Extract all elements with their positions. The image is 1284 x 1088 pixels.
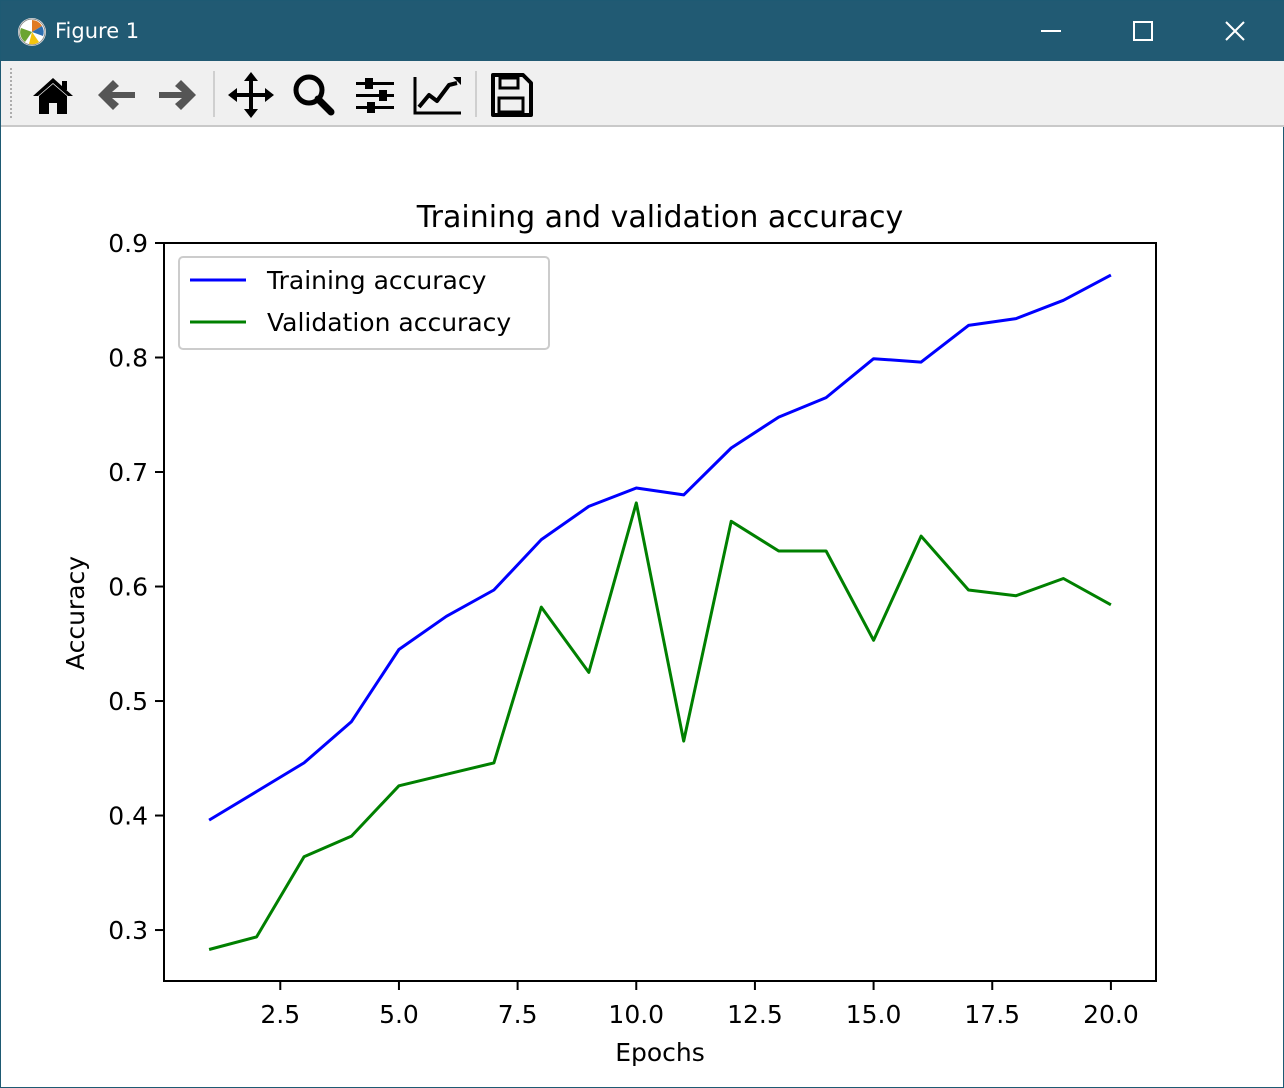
x-tick-label: 12.5 [727,1000,783,1029]
legend-label-validation: Validation accuracy [267,308,511,337]
legend-label-training: Training accuracy [266,266,487,295]
x-tick-label: 5.0 [379,1000,419,1029]
home-button[interactable] [27,69,79,121]
x-tick-label: 2.5 [260,1000,300,1029]
save-icon [491,73,533,117]
legend: Training accuracy Validation accuracy [178,256,550,350]
window-title: Figure 1 [55,19,140,43]
chart-title: Training and validation accuracy [416,200,903,235]
close-button[interactable] [1189,1,1281,61]
configure-subplots-button[interactable] [349,69,401,121]
y-axis-ticks: 0.3 0.4 0.5 0.6 0.7 0.8 0.9 [108,229,164,945]
pan-icon [228,72,274,118]
edit-axis-icon [413,77,461,115]
maximize-button[interactable] [1097,1,1189,61]
validation-accuracy-line [208,501,1112,951]
navigation-toolbar [1,61,1284,127]
y-tick-label: 0.5 [108,687,148,716]
y-tick-label: 0.9 [108,229,148,258]
x-axis-ticks: 2.5 5.0 7.5 10.0 12.5 15.0 17.5 20.0 [260,981,1139,1029]
back-arrow-icon [98,80,135,110]
save-button[interactable] [485,69,537,121]
y-tick-label: 0.6 [108,573,148,602]
toolbar-separator [475,71,477,117]
x-axis-label: Epochs [615,1038,705,1067]
toolbar-separator [213,71,215,117]
x-tick-label: 17.5 [964,1000,1020,1029]
back-button[interactable] [91,69,143,121]
minimize-button[interactable] [1005,1,1097,61]
training-accuracy-line [208,273,1112,822]
zoom-button[interactable] [287,69,339,121]
y-tick-label: 0.8 [108,344,148,373]
legend-box [178,256,550,350]
accuracy-chart: Training and validation accuracy 2.5 5.0 7… [61,200,1157,1067]
forward-arrow-icon [159,80,196,110]
forward-button[interactable] [151,69,203,121]
configure-subplots-icon [356,78,394,113]
series-lines [208,273,1112,951]
home-icon [33,78,73,114]
plot-area-frame [163,242,1157,982]
matplotlib-logo-icon [18,18,46,46]
zoom-icon [293,74,335,116]
title-bar[interactable]: Figure 1 [1,1,1284,61]
y-axis-label: Accuracy [61,556,90,670]
x-tick-label: 20.0 [1083,1000,1139,1029]
figure-canvas[interactable]: Training and validation accuracy 2.5 5.0 7… [3,129,1283,1087]
y-tick-label: 0.3 [108,916,148,945]
edit-axis-button[interactable] [411,69,463,121]
x-tick-label: 15.0 [846,1000,902,1029]
pan-button[interactable] [225,69,277,121]
minimize-icon [1041,30,1061,32]
toolbar-grip[interactable] [9,67,13,119]
maximize-icon [1133,21,1153,41]
y-tick-label: 0.7 [108,458,148,487]
x-tick-label: 7.5 [498,1000,538,1029]
y-tick-label: 0.4 [108,802,148,831]
x-tick-label: 10.0 [608,1000,664,1029]
close-icon [1225,21,1245,41]
